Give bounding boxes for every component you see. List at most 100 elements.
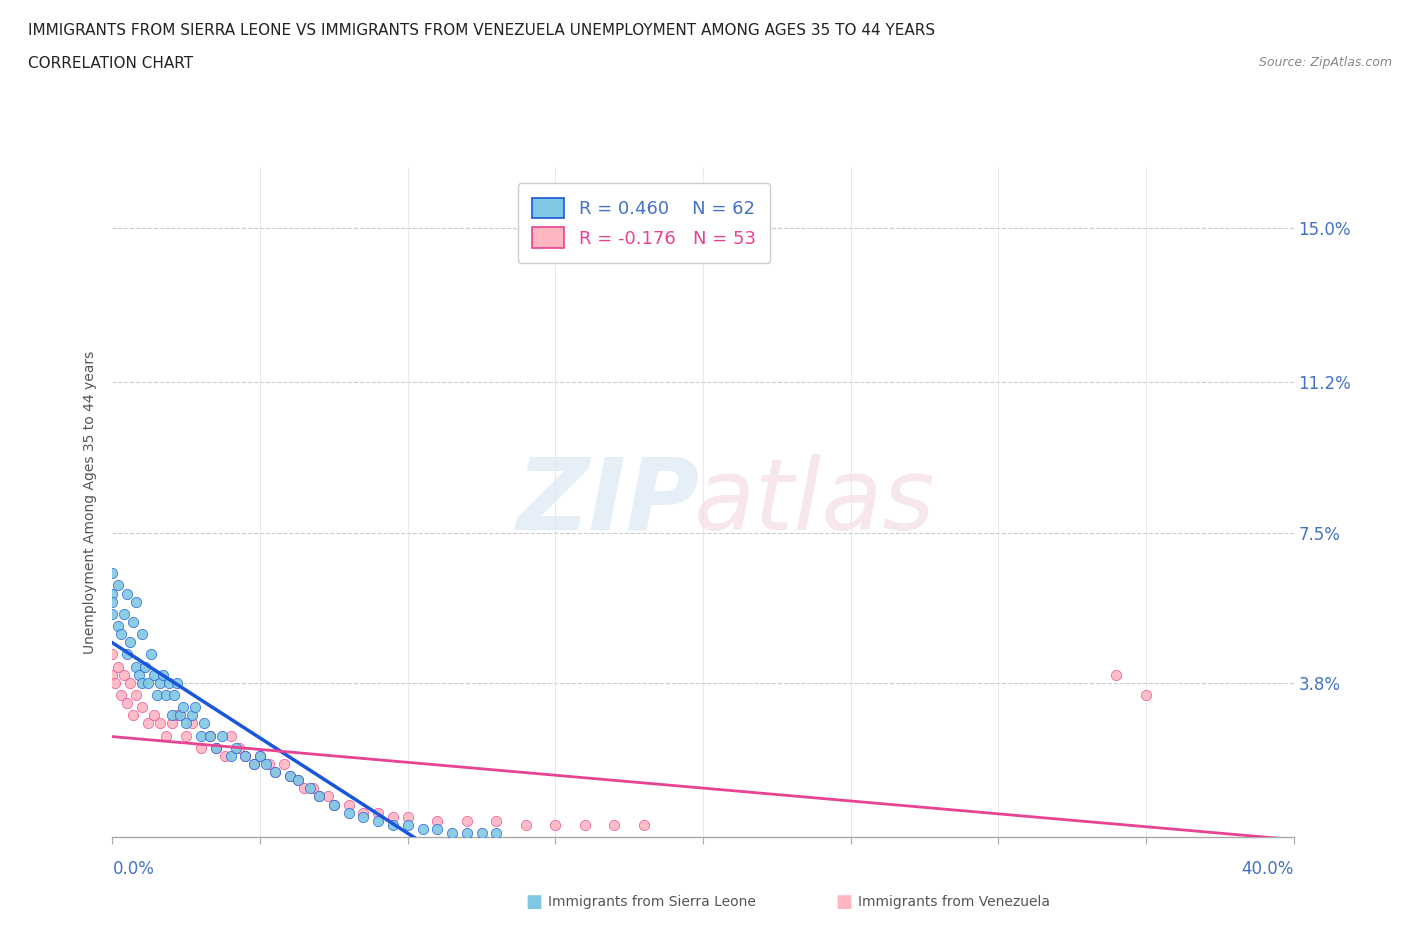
Text: Immigrants from Venezuela: Immigrants from Venezuela [858,895,1050,910]
Point [308,789,330,804]
Point [323,797,346,812]
Point [193,716,215,731]
Point [352,809,374,824]
Point [155,687,177,702]
Point [396,809,419,824]
Point [214,749,236,764]
Point [152,667,174,682]
Point [155,728,177,743]
Point [219,749,242,764]
Point [149,675,172,690]
Point [107,618,129,633]
Point [574,817,596,832]
Point [323,797,346,812]
Point [316,789,339,804]
Point [292,781,315,796]
Point [181,708,204,723]
Point [120,675,142,690]
Point [142,708,165,723]
Point [120,635,142,650]
Point [125,687,148,702]
Point [101,667,124,682]
Point [367,814,389,829]
Text: ■: ■ [526,893,543,911]
Text: atlas: atlas [695,454,936,551]
Point [131,627,153,642]
Point [128,667,150,682]
Point [264,764,287,779]
Point [104,675,127,690]
Point [112,667,135,682]
Text: IMMIGRANTS FROM SIERRA LEONE VS IMMIGRANTS FROM VENEZUELA UNEMPLOYMENT AMONG AGE: IMMIGRANTS FROM SIERRA LEONE VS IMMIGRAN… [28,23,935,38]
Point [131,675,153,690]
Point [101,586,124,601]
Point [107,659,129,674]
Point [470,826,494,841]
Point [302,781,325,796]
Point [134,659,156,674]
Point [110,687,132,702]
Point [146,687,169,702]
Point [228,740,250,755]
Point [101,606,124,621]
Point [101,647,124,662]
Point [131,699,153,714]
Point [352,805,374,820]
Point [117,586,138,601]
Text: CORRELATION CHART: CORRELATION CHART [28,56,193,71]
Point [515,817,537,832]
Point [211,728,233,743]
Point [190,740,212,755]
Point [181,716,204,731]
Point [107,578,129,592]
Point [426,821,449,836]
Point [308,789,330,804]
Y-axis label: Unemployment Among Ages 35 to 44 years: Unemployment Among Ages 35 to 44 years [83,351,97,654]
Point [205,740,228,755]
Point [382,809,405,824]
Point [278,769,301,784]
Point [337,805,360,820]
Point [426,814,449,829]
Point [337,797,360,812]
Point [382,817,405,832]
Point [184,699,207,714]
Point [1105,667,1128,682]
Point [225,740,247,755]
Point [633,817,655,832]
Point [166,675,188,690]
Point [287,773,309,788]
Point [1135,687,1157,702]
Point [122,615,145,630]
Point [299,781,322,796]
Point [257,756,280,771]
Point [101,594,124,609]
Point [233,749,256,764]
Point [117,647,138,662]
Point [198,728,221,743]
Point [139,647,162,662]
Point [243,756,266,771]
Point [243,756,266,771]
Point [264,764,287,779]
Point [157,675,180,690]
Point [456,814,478,829]
Point [219,728,242,743]
Point [117,696,138,711]
Point [190,728,212,743]
Point [485,814,508,829]
Point [367,805,389,820]
Point [544,817,567,832]
Text: 40.0%: 40.0% [1241,860,1294,878]
Point [456,826,478,841]
Text: Immigrants from Sierra Leone: Immigrants from Sierra Leone [548,895,756,910]
Point [603,817,626,832]
Point [278,769,301,784]
Point [169,708,191,723]
Point [122,708,145,723]
Point [254,756,277,771]
Point [198,728,221,743]
Point [142,667,165,682]
Point [125,594,148,609]
Point [233,749,256,764]
